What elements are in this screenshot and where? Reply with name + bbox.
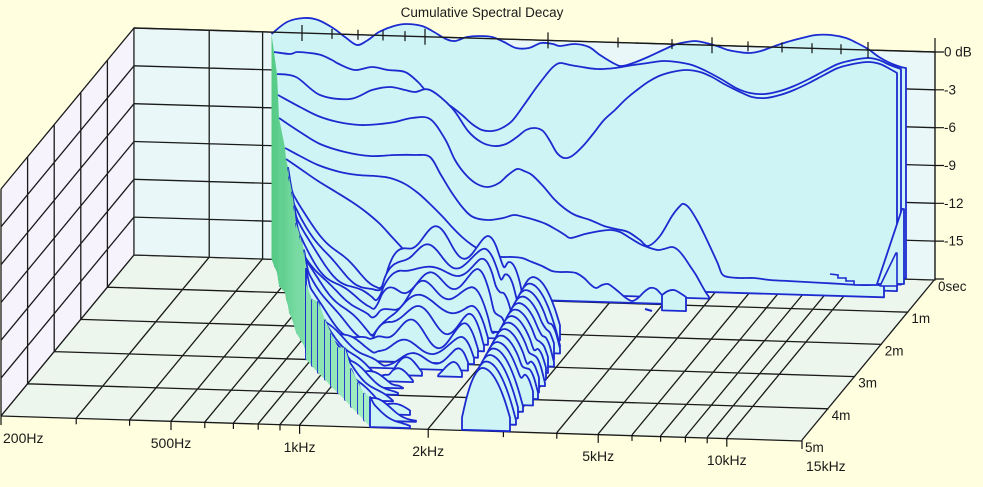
svg-text:200Hz: 200Hz [3, 430, 43, 446]
svg-text:500Hz: 500Hz [151, 435, 191, 451]
svg-text:0 dB: 0 dB [944, 45, 972, 60]
svg-text:3m: 3m [858, 376, 877, 391]
svg-text:-12: -12 [944, 196, 964, 211]
svg-text:1kHz: 1kHz [284, 439, 316, 455]
svg-text:-6: -6 [944, 120, 956, 135]
svg-text:4m: 4m [832, 408, 851, 423]
svg-text:5m: 5m [805, 440, 824, 455]
svg-text:0sec: 0sec [938, 279, 967, 294]
svg-text:Cumulative Spectral Decay: Cumulative Spectral Decay [401, 5, 564, 20]
svg-text:-3: -3 [944, 82, 956, 97]
svg-text:15kHz: 15kHz [806, 458, 846, 474]
svg-text:2m: 2m [885, 343, 904, 358]
svg-text:5kHz: 5kHz [582, 448, 614, 464]
svg-text:-15: -15 [944, 234, 964, 249]
svg-text:10kHz: 10kHz [707, 452, 747, 468]
svg-text:2kHz: 2kHz [412, 443, 444, 459]
svg-text:-9: -9 [944, 158, 956, 173]
svg-text:1m: 1m [911, 311, 930, 326]
